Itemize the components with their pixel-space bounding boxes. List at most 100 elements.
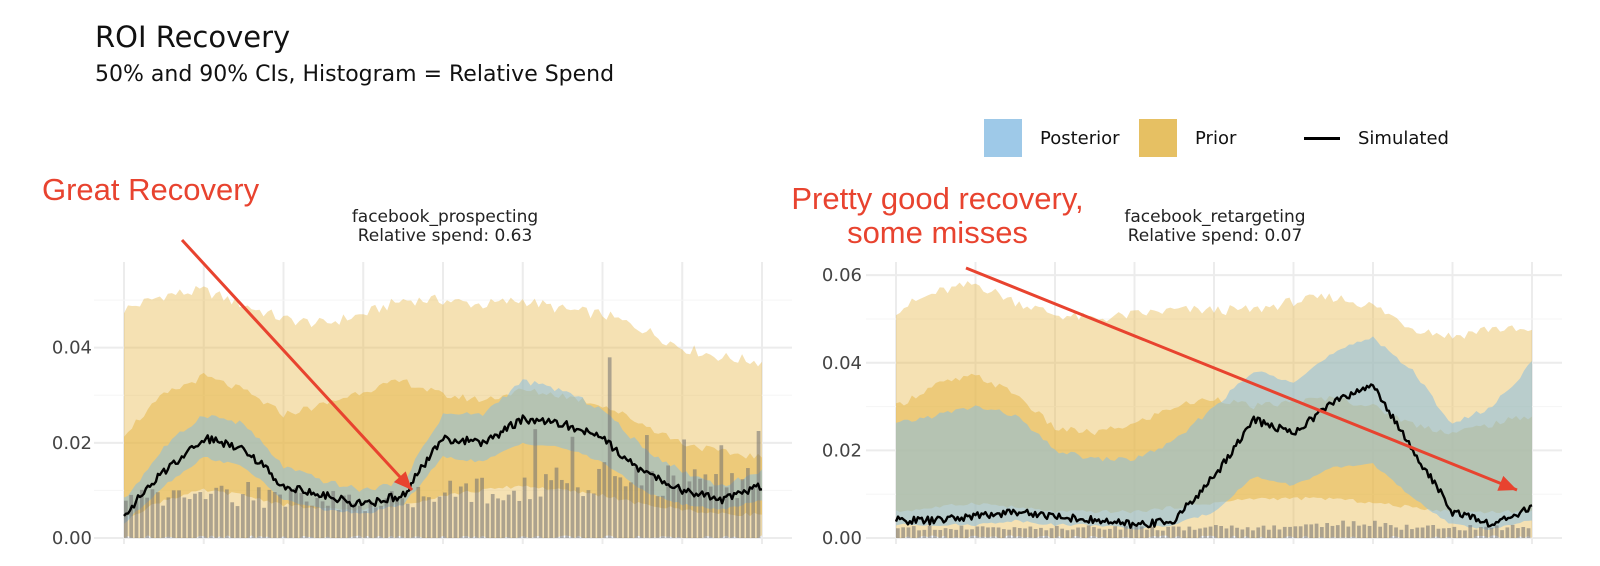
spend-bar-1-111 xyxy=(1484,526,1489,538)
spend-bar-1-117 xyxy=(1516,528,1520,538)
y-tick-label-1-3: 0.06 xyxy=(822,265,862,286)
spend-bar-0-44 xyxy=(357,505,362,538)
spend-bar-1-84 xyxy=(1341,520,1345,538)
spend-bar-0-105 xyxy=(682,439,686,538)
y-tick-label-0-1: 0.02 xyxy=(52,433,92,454)
annotation-right: Pretty good recovery, some misses xyxy=(770,182,1105,250)
spend-bar-0-104 xyxy=(676,486,681,538)
legend-swatch-prior xyxy=(1139,119,1177,157)
spend-bar-0-58 xyxy=(432,501,437,538)
spend-bar-1-65 xyxy=(1240,529,1245,538)
spend-bar-0-19 xyxy=(225,489,229,538)
spend-bar-0-95 xyxy=(629,482,633,538)
spend-bar-1-57 xyxy=(1198,528,1202,538)
spend-bar-1-45 xyxy=(1134,526,1139,538)
spend-bar-0-101 xyxy=(660,495,665,538)
spend-bar-0-2 xyxy=(134,501,139,538)
spend-bar-0-83 xyxy=(565,483,570,538)
spend-bar-0-16 xyxy=(209,493,213,538)
spend-bar-1-5 xyxy=(922,529,927,538)
spend-bar-1-108 xyxy=(1468,525,1473,538)
spend-bar-0-13 xyxy=(193,493,197,538)
spend-bar-0-35 xyxy=(310,505,314,538)
chart-title: ROI Recovery xyxy=(95,20,291,54)
spend-bar-0-94 xyxy=(623,486,628,538)
spend-bar-0-87 xyxy=(586,490,591,538)
spend-bar-0-3 xyxy=(139,489,144,538)
spend-bar-0-118 xyxy=(751,486,756,538)
spend-bar-1-47 xyxy=(1145,529,1149,538)
spend-bar-1-27 xyxy=(1039,527,1043,538)
legend: Posterior Prior Simulated xyxy=(984,118,1504,158)
spend-bar-1-90 xyxy=(1373,520,1377,538)
spend-bar-1-99 xyxy=(1420,527,1425,538)
annotation-left-line-1: Great Recovery xyxy=(42,172,260,207)
panel-title-right: facebook_retargeting Relative spend: 0.0… xyxy=(1010,208,1420,246)
spend-bar-1-80 xyxy=(1320,527,1324,538)
spend-bar-0-67 xyxy=(480,477,484,538)
spend-bar-1-116 xyxy=(1510,524,1515,538)
spend-bar-1-93 xyxy=(1388,525,1393,538)
spend-bar-1-59 xyxy=(1208,526,1213,538)
spend-bar-1-88 xyxy=(1362,524,1367,538)
legend-label-prior: Prior xyxy=(1195,127,1237,149)
spend-bar-1-61 xyxy=(1219,526,1224,538)
spend-bar-0-49 xyxy=(384,498,389,538)
spend-bar-1-26 xyxy=(1033,529,1038,538)
spend-bar-0-78 xyxy=(538,496,543,538)
spend-bar-1-103 xyxy=(1441,528,1446,538)
spend-bar-0-66 xyxy=(474,478,479,538)
spend-bar-0-109 xyxy=(703,474,708,538)
spend-bar-0-76 xyxy=(528,499,532,538)
spend-bar-1-8 xyxy=(938,529,943,538)
spend-bar-0-93 xyxy=(618,477,623,538)
spend-bar-1-56 xyxy=(1192,529,1197,538)
spend-bar-1-73 xyxy=(1282,526,1287,538)
spend-bar-0-40 xyxy=(336,509,341,538)
spend-bar-1-104 xyxy=(1447,528,1451,538)
spend-bar-1-107 xyxy=(1463,530,1467,538)
spend-bar-1-32 xyxy=(1065,530,1070,538)
spend-bar-0-81 xyxy=(554,467,559,538)
spend-bar-0-8 xyxy=(166,497,171,538)
spend-bar-1-0 xyxy=(896,528,900,538)
spend-bar-1-71 xyxy=(1272,525,1277,538)
spend-bar-0-31 xyxy=(288,489,293,538)
spend-bar-0-75 xyxy=(522,477,527,538)
spend-bar-0-34 xyxy=(304,501,309,538)
spend-bar-1-60 xyxy=(1214,525,1218,538)
spend-bar-1-77 xyxy=(1304,524,1308,538)
spend-bar-0-55 xyxy=(416,486,421,538)
spend-bar-1-53 xyxy=(1176,526,1181,538)
spend-bar-0-85 xyxy=(575,487,580,538)
y-tick-label-1-2: 0.04 xyxy=(822,353,862,374)
spend-bar-1-4 xyxy=(917,530,921,538)
spend-bar-1-36 xyxy=(1086,525,1091,538)
spend-bar-0-92 xyxy=(613,476,617,538)
annotation-left: Great Recovery xyxy=(42,173,292,207)
spend-bar-1-78 xyxy=(1309,524,1314,538)
chart-subtitle: 50% and 90% CIs, Histogram = Relative Sp… xyxy=(95,62,615,87)
spend-bar-0-82 xyxy=(559,479,564,538)
spend-bar-1-79 xyxy=(1314,523,1319,538)
spend-bar-0-11 xyxy=(182,497,187,538)
spend-bar-0-59 xyxy=(437,496,442,538)
spend-bar-1-85 xyxy=(1346,526,1351,538)
spend-bar-0-74 xyxy=(517,500,522,538)
spend-bar-0-80 xyxy=(549,480,554,538)
spend-bar-0-57 xyxy=(427,497,431,538)
spend-bar-0-107 xyxy=(692,469,697,538)
spend-bar-0-99 xyxy=(650,471,655,538)
spend-bar-0-50 xyxy=(389,491,394,538)
spend-bar-1-89 xyxy=(1367,525,1372,538)
y-tick-label-0-0: 0.00 xyxy=(52,528,92,549)
spend-bar-0-5 xyxy=(150,489,155,538)
spend-bar-0-30 xyxy=(283,506,288,538)
spend-bar-0-97 xyxy=(639,485,644,538)
spend-bar-0-100 xyxy=(655,496,660,538)
spend-bar-1-109 xyxy=(1473,529,1478,538)
legend-swatch-simulated xyxy=(1304,136,1340,140)
spend-bar-0-32 xyxy=(294,487,298,538)
spend-bar-1-13 xyxy=(964,529,969,538)
spend-bar-0-54 xyxy=(411,507,415,538)
